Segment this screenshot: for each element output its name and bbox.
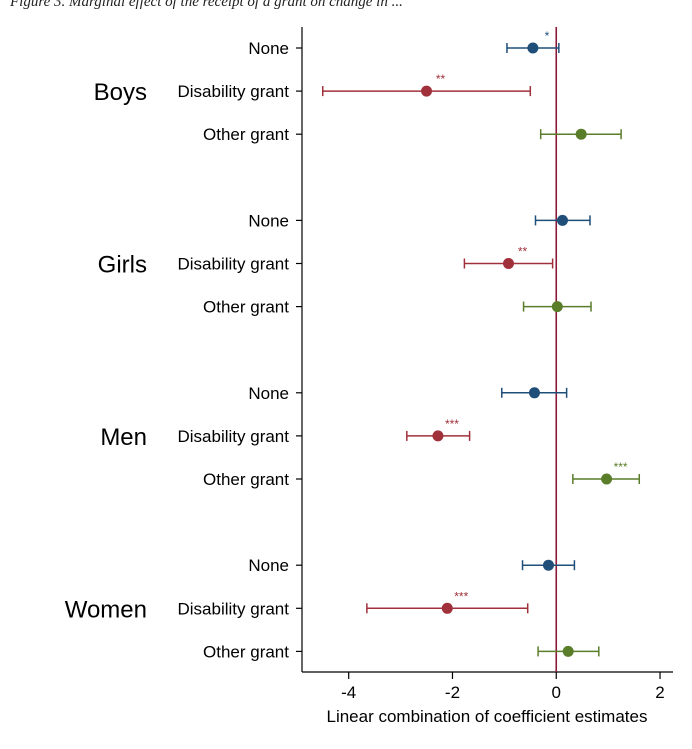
- significance-stars: ***: [454, 589, 468, 603]
- row-label: None: [248, 556, 289, 575]
- point-estimate: [421, 85, 433, 97]
- row-label: Other grant: [203, 298, 289, 317]
- label-layer: Boys None Disability grant Other grant Girls…: [65, 39, 290, 661]
- x-axis-title: Linear combination of coefficient estima…: [327, 707, 648, 726]
- group-label-boys: Boys: [94, 79, 147, 106]
- point-estimate: [575, 128, 587, 140]
- point-estimate: [556, 214, 568, 226]
- row-label: Other grant: [203, 470, 289, 489]
- group-label-women: Women: [65, 596, 147, 623]
- significance-stars: *: [545, 29, 550, 43]
- x-tick-label: 2: [655, 683, 664, 702]
- row-label: Disability grant: [178, 82, 290, 101]
- row-label: Other grant: [203, 642, 289, 661]
- marks-layer: **************: [322, 27, 641, 672]
- point-estimate: [551, 301, 563, 313]
- point-estimate: [432, 430, 444, 442]
- figure-caption: Figure 3. Marginal effect of the receipt…: [10, 0, 403, 10]
- point-estimate: [503, 258, 515, 269]
- point-estimate: [562, 645, 574, 657]
- point-estimate: [528, 387, 540, 399]
- group-label-men: Men: [100, 424, 147, 451]
- x-tick-label: -4: [341, 683, 356, 702]
- significance-stars: **: [436, 72, 446, 86]
- row-label: None: [248, 39, 289, 58]
- point-estimate: [441, 602, 453, 614]
- significance-stars: ***: [445, 417, 459, 431]
- axis-layer: -4 -2 0 2: [296, 27, 673, 702]
- row-label: Disability grant: [178, 255, 290, 274]
- row-label: Disability grant: [178, 599, 290, 618]
- row-label: None: [248, 211, 289, 230]
- point-estimate: [601, 473, 613, 485]
- row-label: None: [248, 384, 289, 403]
- x-tick-label: 0: [552, 683, 561, 702]
- group-label-girls: Girls: [98, 252, 147, 279]
- row-label: Other grant: [203, 125, 289, 144]
- point-estimate: [542, 559, 554, 571]
- significance-stars: ***: [614, 460, 628, 474]
- significance-stars: **: [518, 245, 528, 259]
- point-estimate: [527, 42, 539, 54]
- row-label: Disability grant: [178, 427, 290, 446]
- x-tick-label: -2: [445, 683, 460, 702]
